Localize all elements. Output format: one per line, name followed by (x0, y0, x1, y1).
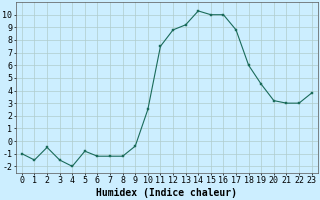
X-axis label: Humidex (Indice chaleur): Humidex (Indice chaleur) (96, 188, 237, 198)
